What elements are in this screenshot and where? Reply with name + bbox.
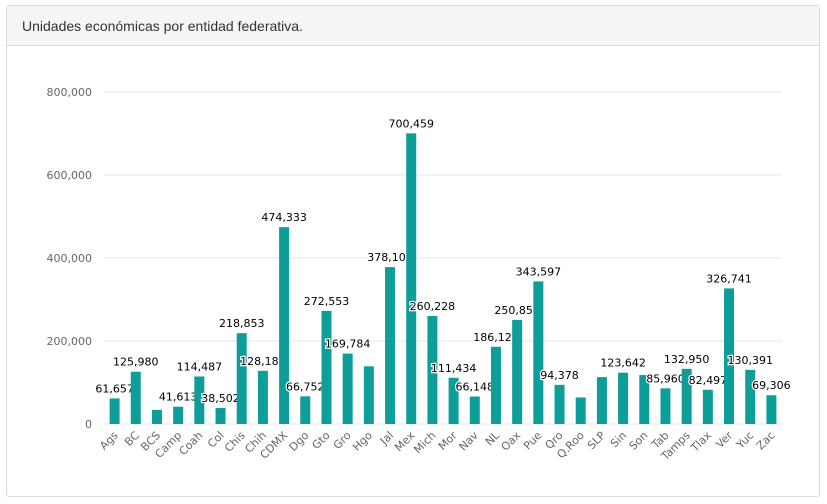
bar-Col (215, 408, 226, 424)
data-label: 128,183 (240, 355, 286, 368)
chart-area: 0 200,000 400,000 600,000 800,000 61,657 Ags 12… (7, 46, 819, 496)
bar-Dgo (300, 396, 311, 424)
bar-Gro (342, 353, 353, 424)
bar-Ver (724, 288, 735, 424)
bar-Pue (533, 281, 544, 424)
bar-SLP (596, 377, 607, 424)
data-label: 94,378 (540, 369, 579, 382)
data-label: 125,980 (113, 356, 159, 369)
data-label: 111,434 (431, 362, 477, 375)
data-label: 343,597 (516, 265, 562, 278)
bar-Tamps (681, 368, 692, 424)
bar-Qro (554, 384, 565, 424)
data-label: 250,851 (494, 304, 540, 317)
bar-BC (130, 371, 141, 424)
bar-Q.Roo (575, 397, 586, 424)
data-label: 82,497 (689, 374, 728, 387)
bar-Nav (469, 396, 480, 424)
bar-Mex (406, 133, 417, 424)
bar-Mor (448, 377, 459, 424)
data-label: 260,228 (410, 300, 456, 313)
data-label: 378,100 (367, 251, 413, 264)
chart-panel: Unidades económicas por entidad federati… (6, 5, 820, 497)
x-tick-label: Mor (436, 429, 460, 453)
data-label: 130,391 (727, 354, 773, 367)
bar-Jal (385, 267, 396, 424)
x-tick-label: Son (627, 429, 651, 453)
x-tick-label: Mich (411, 429, 438, 456)
data-label: 66,148 (456, 381, 495, 394)
bar-Hgo (363, 366, 374, 424)
bar-NL (490, 346, 501, 424)
bar-Oax (512, 319, 523, 424)
x-tick-label: Ver (713, 429, 735, 451)
bar-Tlax (702, 389, 713, 424)
data-label: 41,613 (159, 391, 198, 404)
x-tick-label: Gro (331, 429, 354, 452)
x-tick-label: Gto (310, 429, 333, 452)
bar-Mich (427, 316, 438, 424)
y-tick-label: 600,000 (47, 169, 93, 182)
y-tick-label: 0 (85, 418, 92, 431)
bar-Zac (766, 395, 777, 424)
x-tick-label: Coah (176, 429, 205, 458)
x-tick-label: Ags (97, 429, 121, 453)
bar-CDMX (279, 227, 290, 424)
data-label: 132,950 (664, 353, 710, 366)
data-label: 66,752 (286, 380, 325, 393)
data-label: 474,333 (261, 211, 307, 224)
bar-Son (639, 375, 650, 424)
bar-chart: 0 200,000 400,000 600,000 800,000 61,657 Ags 12… (47, 86, 792, 464)
data-label: 218,853 (219, 317, 265, 330)
y-tick-label: 800,000 (47, 86, 93, 99)
bar-Camp (173, 406, 184, 424)
bar-Gto (321, 310, 332, 424)
x-tick-label: Yuc (733, 429, 756, 452)
data-label: 186,120 (473, 331, 519, 344)
data-label: 114,487 (177, 360, 223, 373)
x-tick-label: Tlax (688, 429, 715, 456)
x-tick-label: Zac (754, 429, 778, 453)
y-tick-label: 400,000 (47, 252, 93, 265)
x-tick-label: Nav (457, 429, 482, 454)
data-label: 700,459 (388, 117, 434, 130)
data-label: 326,741 (706, 272, 752, 285)
x-tick-label: SLP (585, 429, 608, 452)
x-tick-label: Hgo (350, 429, 375, 454)
bar-Chih (257, 370, 268, 424)
bar-Chis (236, 333, 247, 424)
bar-Sin (618, 372, 629, 424)
data-label: 38,502 (201, 392, 240, 405)
bar-Ags (109, 398, 120, 424)
data-label: 272,553 (304, 295, 350, 308)
data-label: 169,784 (325, 338, 371, 351)
x-tick-label: Oax (499, 429, 524, 454)
x-tick-label: Dgo (287, 429, 312, 454)
data-label: 85,960 (646, 372, 685, 385)
bar-BCS (151, 409, 162, 424)
bar-Coah (194, 376, 205, 424)
x-tick-label: Pue (521, 429, 545, 453)
x-tick-label: Sin (608, 429, 629, 450)
bar-Yuc (745, 369, 756, 424)
data-label: 61,657 (95, 382, 134, 395)
data-label: 123,642 (600, 357, 646, 370)
y-tick-label: 200,000 (47, 335, 93, 348)
data-label: 69,306 (752, 379, 791, 392)
x-tick-label: Chis (222, 429, 248, 455)
panel-title: Unidades económicas por entidad federati… (7, 6, 819, 46)
bar-Tab (660, 388, 671, 424)
